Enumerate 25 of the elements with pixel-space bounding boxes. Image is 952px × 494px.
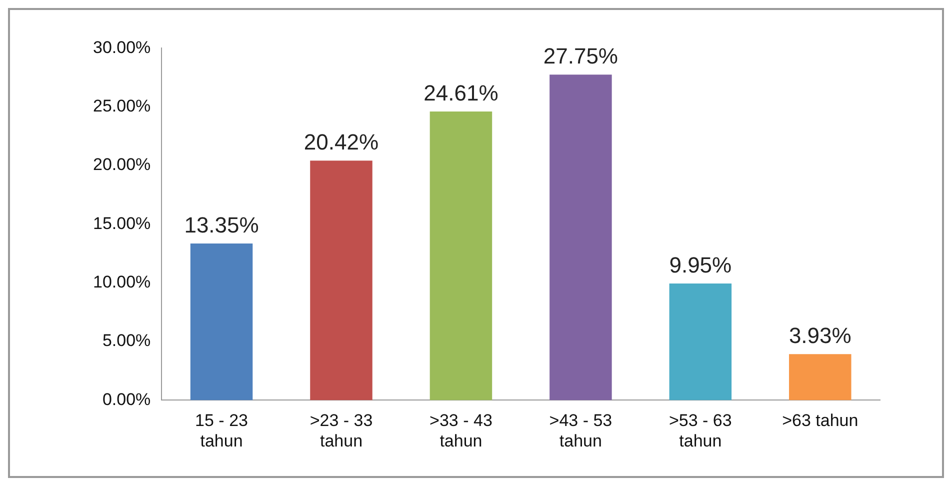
x-tick-label: >43 - 53 tahun: [549, 411, 612, 450]
x-tick-label: >63 tahun: [782, 411, 858, 430]
x-tick-label: >23 - 33 tahun: [310, 411, 373, 450]
bar: [430, 111, 492, 400]
data-label: 20.42%: [304, 130, 379, 155]
bar: [550, 74, 612, 400]
y-tick-label: 30.00%: [92, 38, 151, 57]
data-label: 9.95%: [669, 252, 732, 278]
y-tick-label: 0.00%: [102, 390, 151, 409]
y-tick-label: 5.00%: [102, 331, 151, 350]
bar: [190, 244, 253, 400]
data-label: 13.35%: [184, 212, 259, 238]
x-tick-label: 15 - 23 tahun: [195, 411, 248, 450]
bar: [789, 354, 852, 400]
x-tick-label: >53 - 63 tahun: [668, 411, 732, 450]
bar: [669, 283, 732, 400]
y-tick-label: 20.00%: [92, 155, 151, 174]
y-tick-label: 10.00%: [92, 272, 151, 292]
y-tick-label: 25.00%: [92, 96, 151, 116]
data-label: 27.75%: [543, 44, 618, 69]
y-tick-label: 15.00%: [92, 214, 151, 233]
bar: [310, 160, 372, 400]
x-tick-label: >33 - 43 tahun: [430, 411, 492, 450]
data-label: 24.61%: [424, 80, 498, 106]
data-label: 3.93%: [788, 323, 852, 348]
